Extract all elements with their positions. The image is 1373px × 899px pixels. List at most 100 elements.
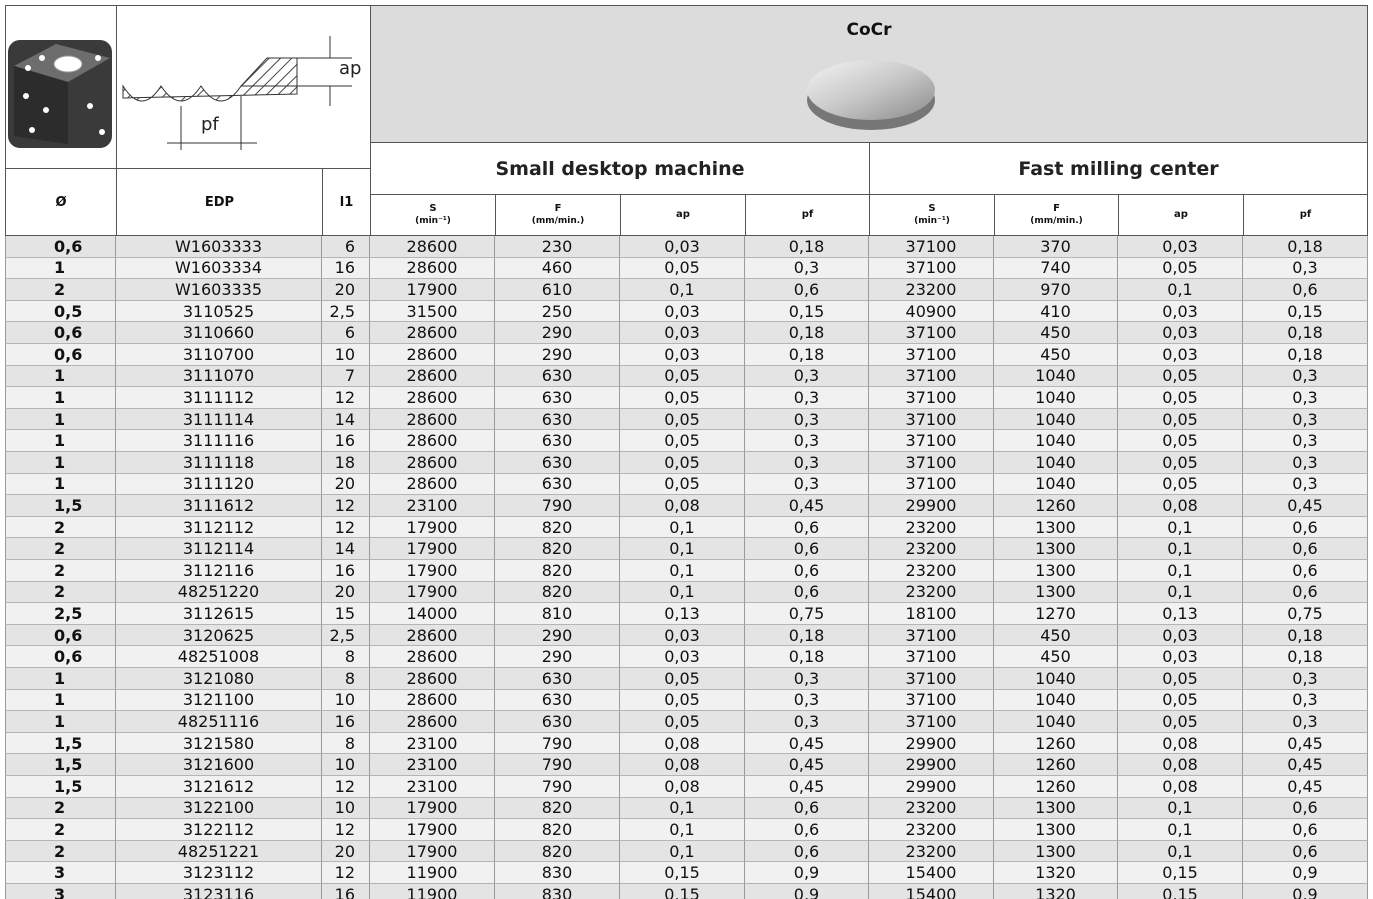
table-cell: 0,3	[745, 668, 869, 690]
tool-icon-cell	[5, 5, 117, 169]
table-cell: 37100	[869, 624, 994, 647]
table-cell: 48251116	[116, 711, 322, 733]
row-background	[5, 495, 1367, 517]
column-header: l1	[322, 168, 371, 236]
subcolumn-header: pf	[745, 194, 870, 236]
row-background	[5, 430, 1367, 452]
table-cell: 0,03	[620, 236, 745, 258]
row-background	[5, 344, 1367, 366]
table-cell: 0,3	[1243, 408, 1368, 431]
table-cell: 1	[5, 689, 116, 712]
table-cell: 31500	[370, 300, 495, 323]
table-cell: 28600	[370, 236, 495, 258]
table-cell: 0,45	[1243, 754, 1368, 776]
table-cell: 28600	[370, 668, 495, 690]
table-cell: 1	[5, 365, 116, 388]
table-cell: 790	[495, 732, 620, 755]
material-title: CoCr	[846, 20, 892, 40]
table-cell: 23200	[869, 840, 994, 863]
table-cell: 23200	[869, 819, 994, 841]
table-cell: 12	[322, 862, 370, 884]
table-cell: 23200	[869, 538, 994, 560]
table-cell: 16	[322, 257, 370, 280]
table-cell: 790	[495, 754, 620, 776]
table-cell: W1603335	[116, 279, 322, 301]
table-cell: 6	[322, 236, 370, 258]
depth-label: ap	[339, 58, 361, 79]
table-cell: 0,3	[745, 387, 869, 409]
table-cell: 0,03	[1118, 300, 1243, 323]
table-cell: 3121580	[116, 732, 322, 755]
table-cell: 28600	[370, 689, 495, 712]
table-cell: 630	[495, 668, 620, 690]
table-cell: 2	[5, 819, 116, 841]
table-cell: 1300	[994, 797, 1118, 820]
table-cell: 0,05	[1118, 452, 1243, 474]
row-background	[5, 819, 1367, 841]
subcolumn-unit: (mm/min.)	[531, 216, 585, 226]
row-background	[5, 689, 1367, 712]
table-cell: 1270	[994, 603, 1118, 625]
table-cell: 0,08	[620, 495, 745, 517]
column-header: EDP	[116, 168, 323, 236]
table-cell: 3111120	[116, 473, 322, 496]
table-cell: 1300	[994, 819, 1118, 841]
table-cell: 790	[495, 776, 620, 798]
table-cell: 37100	[869, 452, 994, 474]
table-cell: 37100	[869, 668, 994, 690]
subcolumn-name: pf	[801, 209, 814, 220]
table-cell: 820	[495, 819, 620, 841]
table-cell: 18	[322, 452, 370, 474]
table-cell: 0,05	[620, 430, 745, 452]
row-background	[5, 732, 1367, 755]
table-cell: 0,45	[745, 495, 869, 517]
table-cell: 630	[495, 365, 620, 388]
table-cell: 23100	[370, 732, 495, 755]
table-cell: 0,3	[745, 257, 869, 280]
table-cell: 0,3	[745, 473, 869, 496]
table-cell: 0,18	[745, 624, 869, 647]
subcolumn-name: F	[1053, 203, 1060, 214]
table-cell: 0,03	[1118, 624, 1243, 647]
table-cell: 0,08	[620, 776, 745, 798]
table-cell: 15400	[869, 884, 994, 899]
table-cell: 3112116	[116, 560, 322, 582]
table-cell: 3	[5, 884, 116, 899]
table-cell: 0,45	[745, 776, 869, 798]
table-cell: 0,1	[620, 516, 745, 539]
material-cell: CoCr	[370, 5, 1368, 143]
table-cell: 820	[495, 538, 620, 560]
table-cell: 23100	[370, 776, 495, 798]
column-header: Ø	[5, 168, 117, 236]
table-cell: 3110700	[116, 344, 322, 366]
table-cell: 37100	[869, 387, 994, 409]
table-cell: 37100	[869, 711, 994, 733]
table-cell: 0,18	[1243, 344, 1368, 366]
table-cell: 2	[5, 581, 116, 604]
table-cell: 37100	[869, 646, 994, 668]
table-cell: 12	[322, 776, 370, 798]
table-cell: 1300	[994, 516, 1118, 539]
table-cell: 3111612	[116, 495, 322, 517]
table-cell: 0,08	[620, 732, 745, 755]
table-cell: 28600	[370, 387, 495, 409]
table-cell: 0,1	[620, 279, 745, 301]
table-cell: 37100	[869, 408, 994, 431]
table-cell: 290	[495, 322, 620, 344]
table-cell: 18100	[869, 603, 994, 625]
table-cell: 290	[495, 624, 620, 647]
table-cell: 29900	[869, 754, 994, 776]
table-cell: 3120625	[116, 624, 322, 647]
table-cell: 0,03	[1118, 646, 1243, 668]
table-cell: 1260	[994, 754, 1118, 776]
table-cell: 2	[5, 797, 116, 820]
table-cell: W1603334	[116, 257, 322, 280]
table-cell: 10	[322, 344, 370, 366]
profile-diagram: ap pf	[122, 36, 361, 150]
table-cell: 17900	[370, 538, 495, 560]
table-cell: 630	[495, 711, 620, 733]
table-cell: 2	[5, 516, 116, 539]
subcolumn-unit: (min⁻¹)	[914, 216, 950, 226]
table-cell: 250	[495, 300, 620, 323]
subcolumn-name: ap	[676, 209, 690, 220]
